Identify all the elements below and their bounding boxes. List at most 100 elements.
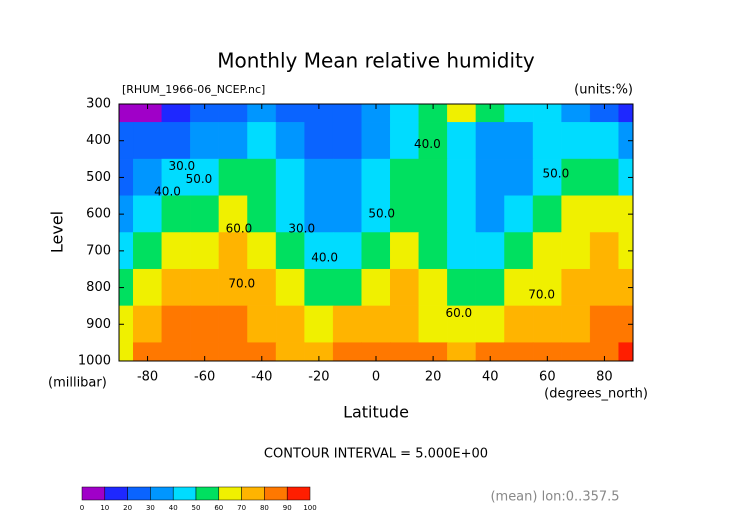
contour-cell (304, 268, 334, 307)
contour-cell (247, 122, 277, 160)
contour-cell (390, 195, 420, 233)
x-tick-label: -20 (308, 370, 329, 385)
contour-cell (475, 158, 505, 197)
colorbar-label: 40 (169, 504, 178, 512)
contour-cell (532, 305, 562, 343)
contour-cell (161, 232, 191, 270)
contour-cell (332, 232, 362, 270)
contour-cell (390, 158, 420, 197)
contour-cell (118, 103, 134, 123)
contour-cell (589, 305, 619, 343)
colorbar-label: 100 (303, 504, 316, 512)
contour-cell (304, 232, 334, 270)
contour-cell (561, 122, 591, 160)
contour-cell (390, 232, 420, 270)
contour-cell (418, 305, 448, 343)
contour-cell (447, 342, 477, 362)
contour-label: 40.0 (414, 137, 441, 151)
contour-cell (475, 305, 505, 343)
contour-cell (532, 158, 562, 197)
contour-cell (561, 103, 591, 123)
contour-cell (275, 268, 305, 307)
contour-cell (589, 158, 619, 197)
colorbar-swatch (264, 486, 288, 501)
contour-cell (304, 122, 334, 160)
colorbar-swatch (104, 486, 128, 501)
contour-cell (418, 195, 448, 233)
contour-cell (161, 342, 191, 362)
colorbar-swatch (172, 486, 197, 501)
contour-label: 50.0 (186, 172, 213, 186)
contour-cell (561, 158, 591, 197)
x-units: (degrees_north) (544, 387, 648, 402)
contour-cell (218, 122, 248, 160)
subtitle: [RHUM_1966-06_NCEP.nc] (122, 83, 265, 96)
contour-cell (218, 103, 248, 123)
y-tick-label: 800 (86, 280, 111, 295)
y-tick-label: 300 (86, 97, 111, 112)
x-tick-label: -60 (194, 370, 215, 385)
contour-cell (361, 122, 391, 160)
colorbar-label: 60 (214, 504, 223, 512)
contour-cell (218, 195, 248, 233)
contour-cell (361, 195, 391, 233)
contour-cell (161, 103, 191, 123)
contour-label: 70.0 (528, 287, 555, 301)
contour-cell (475, 232, 505, 270)
contour-cell (190, 158, 220, 197)
contour-cell (247, 305, 277, 343)
contour-cell (275, 103, 305, 123)
contour-cell (190, 122, 220, 160)
colorbar-swatch (218, 486, 242, 501)
colorbar-label: 70 (237, 504, 246, 512)
x-tick-label: 20 (425, 370, 442, 385)
contour-cell (447, 122, 477, 160)
colorbar-swatch (150, 486, 174, 501)
y-tick-label: 1000 (78, 354, 111, 369)
contour-cell (190, 268, 220, 307)
chart-title: Monthly Mean relative humidity (217, 49, 535, 73)
colorbar-label: 50 (192, 504, 201, 512)
contour-cell (275, 342, 305, 362)
contour-cell (390, 103, 420, 123)
contour-cell (447, 195, 477, 233)
contour-cell (190, 232, 220, 270)
contour-cell (532, 122, 562, 160)
contour-cell (504, 342, 534, 362)
contour-cell (504, 158, 534, 197)
contour-label: 70.0 (228, 276, 255, 290)
contour-cell (304, 305, 334, 343)
contour-cell (618, 103, 634, 123)
contour-cell (133, 122, 163, 160)
contour-cell (418, 158, 448, 197)
contour-cell (332, 103, 362, 123)
contour-cell (247, 232, 277, 270)
contour-cell (332, 305, 362, 343)
contour-cell (504, 305, 534, 343)
contour-cell (561, 195, 591, 233)
contour-cell (133, 232, 163, 270)
contour-cell (504, 103, 534, 123)
colorbar-swatch (81, 486, 106, 501)
contour-label: 30.0 (288, 221, 315, 235)
contour-cell (218, 342, 248, 362)
contour-cell (275, 232, 305, 270)
contour-cell (275, 158, 305, 197)
y-tick-label: 400 (86, 133, 111, 148)
contour-cell (332, 342, 362, 362)
contour-cell (589, 122, 619, 160)
contour-cell (118, 342, 134, 362)
x-axis-label: Latitude (343, 403, 409, 422)
footnote: (mean) lon:0..357.5 (490, 490, 619, 505)
contour-cell (561, 305, 591, 343)
contour-cell (532, 268, 562, 307)
contour-cell (161, 305, 191, 343)
colorbar-label: 10 (100, 504, 109, 512)
contour-cell (447, 103, 477, 123)
contour-cell (332, 122, 362, 160)
contour-cell (190, 305, 220, 343)
contour-cell (532, 232, 562, 270)
contour-cell (361, 305, 391, 343)
contour-cell (161, 268, 191, 307)
contour-cell (390, 268, 420, 307)
